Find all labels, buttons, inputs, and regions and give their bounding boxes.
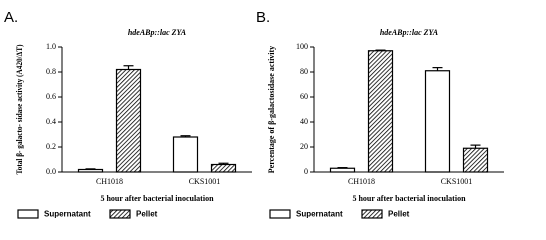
bar xyxy=(424,70,451,173)
legend-swatch xyxy=(17,209,39,219)
y-tick-label: 40 xyxy=(300,117,308,126)
legend-swatch xyxy=(361,209,383,219)
x-axis-label: 5 hour after bacterial inoculation xyxy=(100,194,214,203)
y-tick-label: 80 xyxy=(300,67,308,76)
legend-label: Pellet xyxy=(136,210,158,219)
y-tick-label: 0.4 xyxy=(46,117,56,126)
y-tick-label: 0 xyxy=(304,167,308,176)
y-tick-label: 0.8 xyxy=(46,67,56,76)
bar xyxy=(210,163,237,173)
y-tick-label: 1.0 xyxy=(46,42,56,51)
y-tick-label: 0.0 xyxy=(46,167,56,176)
bar xyxy=(115,68,142,173)
panel-label: B. xyxy=(256,9,270,26)
bar xyxy=(462,147,489,173)
bar xyxy=(367,50,394,173)
panel-label: A. xyxy=(4,9,18,26)
legend-label: Supernatant xyxy=(296,210,343,219)
y-tick-label: 0.2 xyxy=(46,142,56,151)
legend-swatch xyxy=(269,209,291,219)
y-axis-label: Percentage of β-galactosidase activity xyxy=(267,46,276,173)
x-tick-label: CKS1001 xyxy=(441,177,473,186)
legend-label: Supernatant xyxy=(44,210,91,219)
legend-swatch xyxy=(109,209,131,219)
bar xyxy=(77,168,104,173)
y-tick-label: 60 xyxy=(300,92,308,101)
x-tick-label: CKS1001 xyxy=(189,177,221,186)
bar xyxy=(329,167,356,173)
x-axis-label: 5 hour after bacterial inoculation xyxy=(352,194,466,203)
legend-label: Pellet xyxy=(388,210,410,219)
y-tick-label: 0.6 xyxy=(46,92,56,101)
chart-title: hdeABp::lac ZYA xyxy=(380,28,439,37)
chart-title: hdeABp::lac ZYA xyxy=(128,28,187,37)
x-tick-label: CH1018 xyxy=(96,177,123,186)
y-tick-label: 20 xyxy=(300,142,308,151)
y-tick-label: 100 xyxy=(296,42,308,51)
y-axis-label: Total β- galacto- sidase activity (A420/… xyxy=(15,44,24,174)
x-tick-label: CH1018 xyxy=(348,177,375,186)
bar xyxy=(172,136,199,173)
